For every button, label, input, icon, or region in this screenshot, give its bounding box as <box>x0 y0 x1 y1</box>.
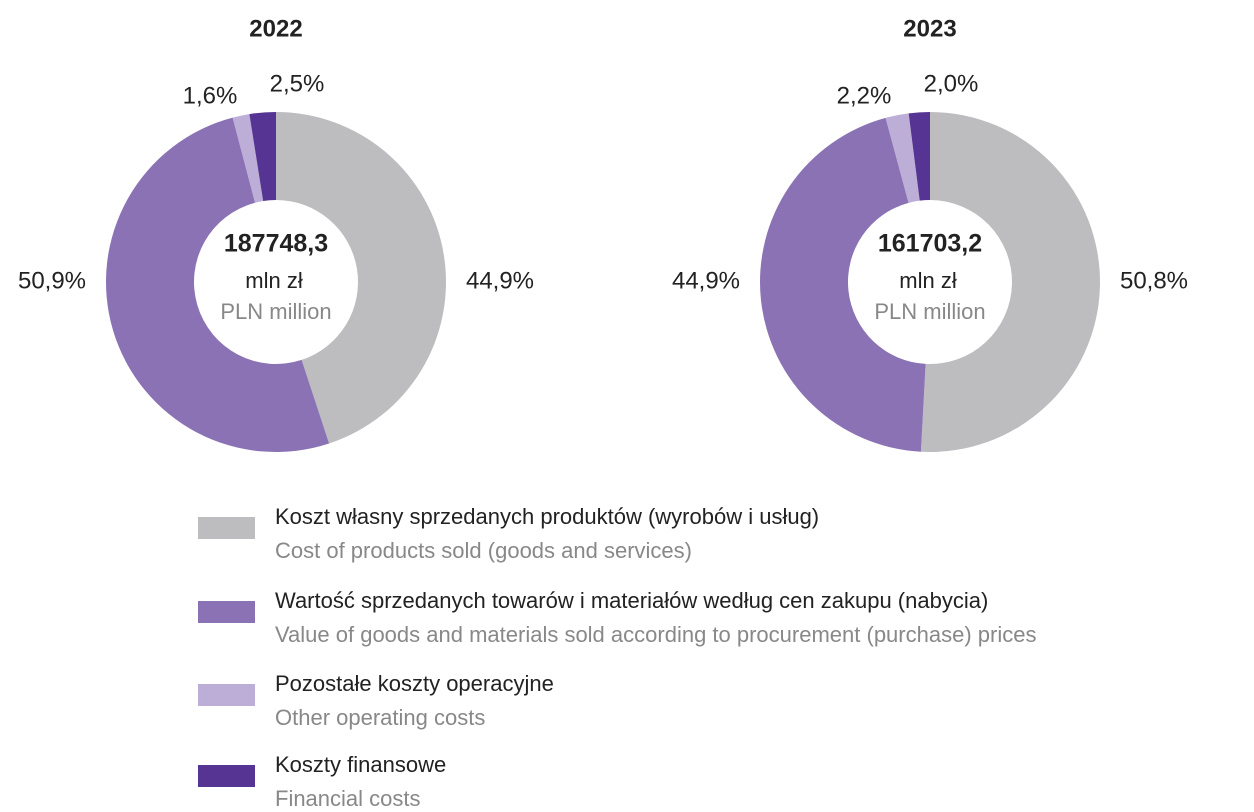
donut-slice <box>760 117 926 452</box>
center-total: 187748,3 <box>224 230 328 258</box>
center-unit-en: PLN million <box>874 299 985 324</box>
legend-sublabel: Financial costs <box>275 786 421 811</box>
donut-slice <box>105 117 330 453</box>
legend-label: Pozostałe koszty operacyjne <box>275 671 554 696</box>
value-label: 1,6% <box>183 82 238 109</box>
value-label: 44,9% <box>466 267 534 294</box>
legend-label: Koszty finansowe <box>275 752 446 777</box>
legend-sublabel: Value of goods and materials sold accord… <box>275 622 1036 647</box>
value-label: 44,9% <box>672 267 740 294</box>
chart-title: 2022 <box>249 15 302 42</box>
legend-swatch <box>198 601 255 623</box>
value-label: 50,8% <box>1120 267 1188 294</box>
legend-sublabel: Cost of products sold (goods and service… <box>275 538 692 563</box>
center-unit: mln zł <box>245 268 303 293</box>
donut-slice <box>276 112 446 444</box>
donut-slice <box>908 112 930 201</box>
center-unit: mln zł <box>899 268 957 293</box>
donut-slice <box>885 113 920 203</box>
legend-sublabel: Other operating costs <box>275 705 485 730</box>
center-total: 161703,2 <box>878 230 982 258</box>
legend-swatch <box>198 517 255 539</box>
value-label: 2,2% <box>837 82 892 109</box>
legend-swatch <box>198 765 255 787</box>
value-label: 2,0% <box>924 70 979 97</box>
donut-slice <box>232 114 264 203</box>
donut-slice <box>249 112 276 202</box>
value-label: 2,5% <box>270 70 325 97</box>
legend-swatch <box>198 684 255 706</box>
center-unit-en: PLN million <box>220 299 331 324</box>
value-label: 50,9% <box>18 267 86 294</box>
donut-slice <box>920 112 1100 452</box>
legend-label: Wartość sprzedanych towarów i materiałów… <box>275 588 988 613</box>
legend-label: Koszt własny sprzedanych produktów (wyro… <box>275 504 819 529</box>
chart-title: 2023 <box>903 15 956 42</box>
